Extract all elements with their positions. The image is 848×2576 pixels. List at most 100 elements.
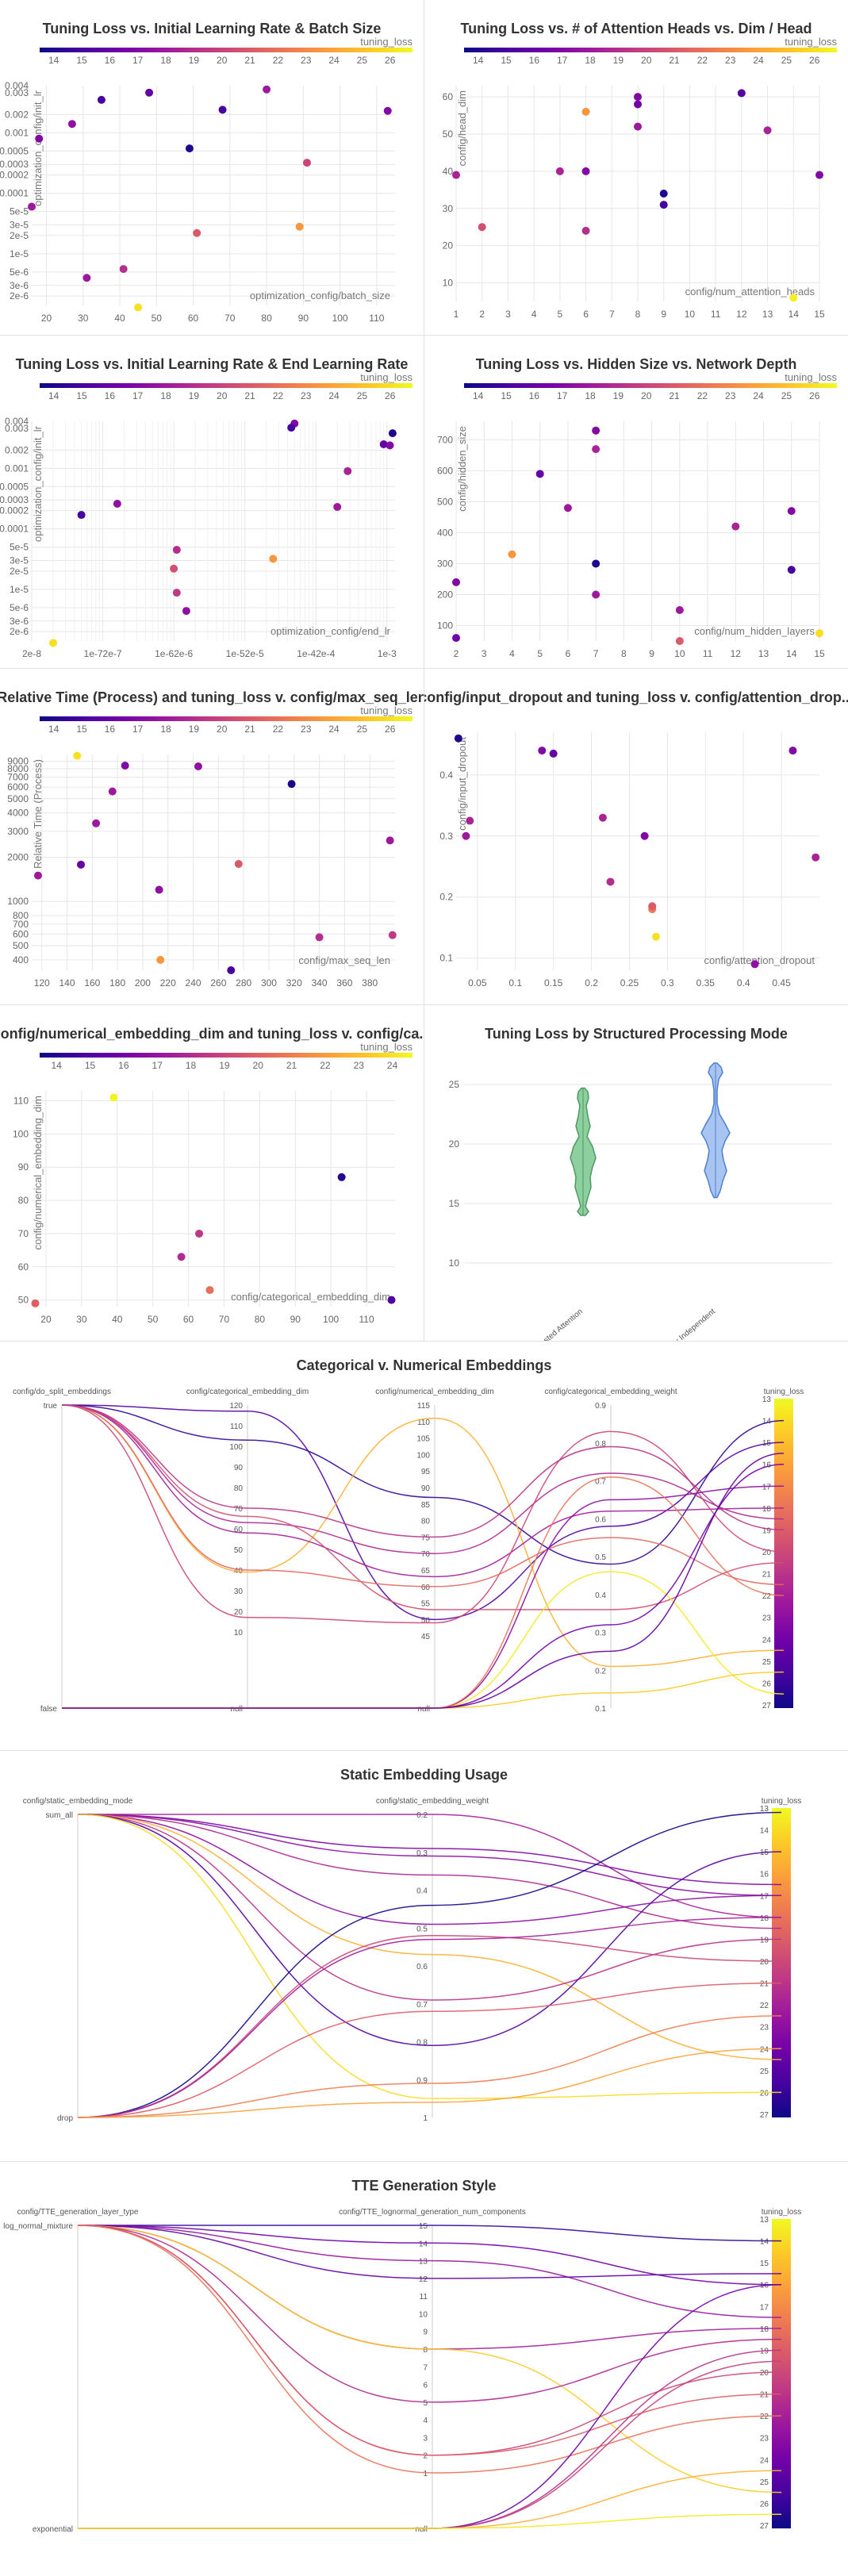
x-tick-label: 50 bbox=[148, 1314, 159, 1325]
chart-panel-dropout: config/input_dropout and tuning_loss v. … bbox=[419, 669, 848, 1004]
data-point bbox=[634, 122, 642, 131]
x-tick-label: 11 bbox=[703, 648, 713, 659]
y-tick-label: 2e-6 bbox=[10, 290, 29, 301]
axis-tick-label: 23 bbox=[762, 1614, 772, 1623]
axis-tick-label: 70 bbox=[234, 1505, 244, 1514]
x-tick-label: 0.35 bbox=[696, 977, 716, 989]
data-point bbox=[48, 639, 57, 647]
x-tick-label: 100 bbox=[323, 1314, 339, 1325]
y-tick-label: 40 bbox=[443, 166, 454, 177]
data-line bbox=[77, 2225, 782, 2474]
colorbar bbox=[464, 383, 837, 388]
chart-static-embedding: Static Embedding Usage config/static_embe… bbox=[23, 1767, 802, 2123]
x-tick-label: 240 bbox=[186, 977, 201, 989]
axis-tick-label: 24 bbox=[760, 2045, 769, 2054]
data-point bbox=[386, 441, 394, 450]
colorbar-tick: 23 bbox=[301, 390, 312, 401]
x-tick-label: Conditionally Independent bbox=[641, 1307, 717, 1341]
colorbar-tick: 17 bbox=[132, 390, 144, 401]
colorbar bbox=[774, 1399, 793, 1708]
axis-tick-label: 20 bbox=[760, 1958, 769, 1967]
data-point bbox=[333, 503, 342, 512]
chart-panel-violin: Tuning Loss by Structured Processing Mod… bbox=[424, 1005, 848, 1373]
data-line bbox=[61, 1404, 785, 1668]
data-point bbox=[92, 819, 101, 827]
colorbar-tick: 15 bbox=[76, 55, 87, 66]
x-axis-label: config/attention_dropout bbox=[704, 954, 815, 966]
data-point bbox=[28, 202, 36, 211]
axis-tick-label: null bbox=[230, 1705, 243, 1714]
data-line bbox=[77, 1814, 782, 2001]
x-tick-label: Nested Attention bbox=[535, 1307, 585, 1341]
axis-tick-label: 0.4 bbox=[416, 1887, 428, 1896]
chart-lr-batch: Tuning Loss vs. Initial Learning Rate & … bbox=[0, 21, 412, 324]
data-point bbox=[592, 426, 601, 435]
colorbar-tick: 24 bbox=[328, 724, 340, 735]
data-line bbox=[77, 2225, 782, 2456]
y-tick-label: 90 bbox=[18, 1161, 29, 1173]
axis-tick-label: 120 bbox=[229, 1402, 243, 1411]
data-line bbox=[77, 2225, 782, 2279]
colorbar-tick: 22 bbox=[273, 390, 284, 401]
x-tick-label: 14 bbox=[789, 309, 800, 320]
axis-tick-label: 27 bbox=[762, 1702, 772, 1710]
data-point bbox=[648, 902, 657, 911]
colorbar-tick: 23 bbox=[301, 724, 312, 735]
chart-panel-attention-heads: Tuning Loss vs. # of Attention Heads vs.… bbox=[424, 0, 848, 335]
x-tick-label: 60 bbox=[188, 313, 199, 324]
data-point bbox=[535, 470, 544, 478]
colorbar-tick: 24 bbox=[753, 55, 764, 66]
x-tick-label: 2e-8 bbox=[22, 648, 41, 659]
divider-row-6 bbox=[0, 2161, 848, 2162]
axis-tick-label: 1 bbox=[423, 2470, 428, 2478]
data-point bbox=[787, 507, 796, 516]
data-point bbox=[651, 932, 660, 941]
data-point bbox=[82, 274, 91, 282]
axis-label: config/static_embedding_mode bbox=[23, 1797, 133, 1806]
data-point bbox=[555, 167, 564, 175]
data-point bbox=[452, 578, 460, 586]
y-tick-label: 50 bbox=[18, 1295, 29, 1306]
data-point bbox=[659, 201, 668, 209]
chart-panel-embedding-dims: config/numerical_embedding_dim and tunin… bbox=[0, 1005, 431, 1341]
axis-label: config/do_split_embeddings bbox=[13, 1388, 111, 1396]
data-point bbox=[592, 590, 601, 599]
chart-title: Tuning Loss by Structured Processing Mod… bbox=[485, 1026, 788, 1042]
axis-tick-label: 0.5 bbox=[595, 1553, 606, 1562]
x-tick-label: 30 bbox=[76, 1314, 87, 1325]
colorbar-tick: 23 bbox=[725, 55, 736, 66]
axis-label: config/TTE_lognormal_generation_num_comp… bbox=[339, 2208, 526, 2217]
data-line bbox=[61, 1404, 785, 1578]
colorbar-tick: 17 bbox=[557, 390, 568, 401]
x-tick-label: 5 bbox=[558, 309, 563, 320]
colorbar-tick: 17 bbox=[152, 1060, 163, 1071]
divider-row-2 bbox=[0, 668, 848, 669]
axis-tick-label: 3 bbox=[423, 2434, 428, 2443]
axis-label: config/TTE_generation_layer_type bbox=[17, 2208, 139, 2217]
axis-label: tuning_loss bbox=[762, 2208, 802, 2217]
axis-tick-label: 26 bbox=[762, 1680, 772, 1688]
y-tick-label: 1e-5 bbox=[10, 584, 29, 595]
chart-cat-num-embeddings: Categorical v. Numerical Embeddings confi… bbox=[13, 1357, 804, 1714]
x-tick-label: 8 bbox=[621, 648, 627, 659]
colorbar-tick: 18 bbox=[160, 724, 171, 735]
x-tick-label: 340 bbox=[312, 977, 328, 989]
y-tick-label: 0.0005 bbox=[0, 481, 29, 492]
data-point bbox=[73, 751, 82, 760]
x-axis-label: config/max_seq_len bbox=[298, 954, 390, 966]
data-line bbox=[78, 2349, 782, 2529]
data-point bbox=[581, 107, 590, 116]
colorbar-tick: 22 bbox=[697, 55, 708, 66]
x-tick-label: 9 bbox=[649, 648, 654, 659]
axis-tick-label: 0.2 bbox=[416, 1811, 428, 1820]
data-line bbox=[78, 2470, 782, 2529]
data-point bbox=[234, 859, 243, 868]
colorbar-tick: 18 bbox=[160, 55, 171, 66]
x-tick-label: 50 bbox=[152, 313, 163, 324]
data-point bbox=[227, 966, 236, 974]
axis-tick-label: 19 bbox=[762, 1526, 772, 1535]
data-point bbox=[787, 566, 796, 574]
chart-panel-time-seqlen: Relative Time (Process) and tuning_loss … bbox=[0, 669, 427, 1004]
data-point bbox=[508, 550, 516, 559]
colorbar-label: tuning_loss bbox=[785, 36, 837, 48]
